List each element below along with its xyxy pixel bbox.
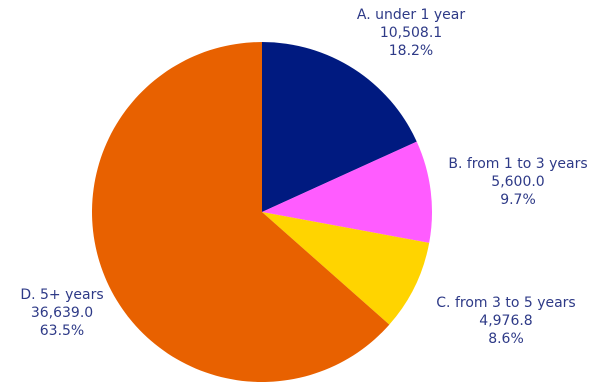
slice-label-c-percent: 8.6% xyxy=(488,331,524,347)
slice-label-d: D. 5+ years 36,639.0 63.5% xyxy=(0,286,124,340)
slice-label-b-percent: 9.7% xyxy=(500,192,536,208)
slice-label-a-percent: 18.2% xyxy=(388,43,434,59)
slice-label-d-percent: 63.5% xyxy=(39,323,85,339)
pie-slice-under-1-year xyxy=(262,42,417,212)
slice-label-a: A. under 1 year 10,508.1 18.2% xyxy=(330,6,492,60)
slice-label-b-value: 5,600.0 xyxy=(491,174,545,190)
slice-label-c-name: C. from 3 to 5 years xyxy=(436,295,576,311)
pie-slice-1-to-3-years xyxy=(262,141,433,243)
slice-label-a-name: A. under 1 year xyxy=(356,7,466,23)
slice-label-d-name: D. 5+ years xyxy=(20,287,104,303)
slice-label-c: C. from 3 to 5 years 4,976.8 8.6% xyxy=(416,294,596,348)
slice-label-c-value: 4,976.8 xyxy=(479,313,533,329)
pie-slice-3-to-5-years xyxy=(262,212,430,325)
slice-label-d-value: 36,639.0 xyxy=(30,305,94,321)
slice-label-b: B. from 1 to 3 years 5,600.0 9.7% xyxy=(428,155,608,209)
slice-label-b-name: B. from 1 to 3 years xyxy=(448,156,588,172)
slice-label-a-value: 10,508.1 xyxy=(379,25,443,41)
pie-slice-5-plus-years xyxy=(92,42,390,383)
